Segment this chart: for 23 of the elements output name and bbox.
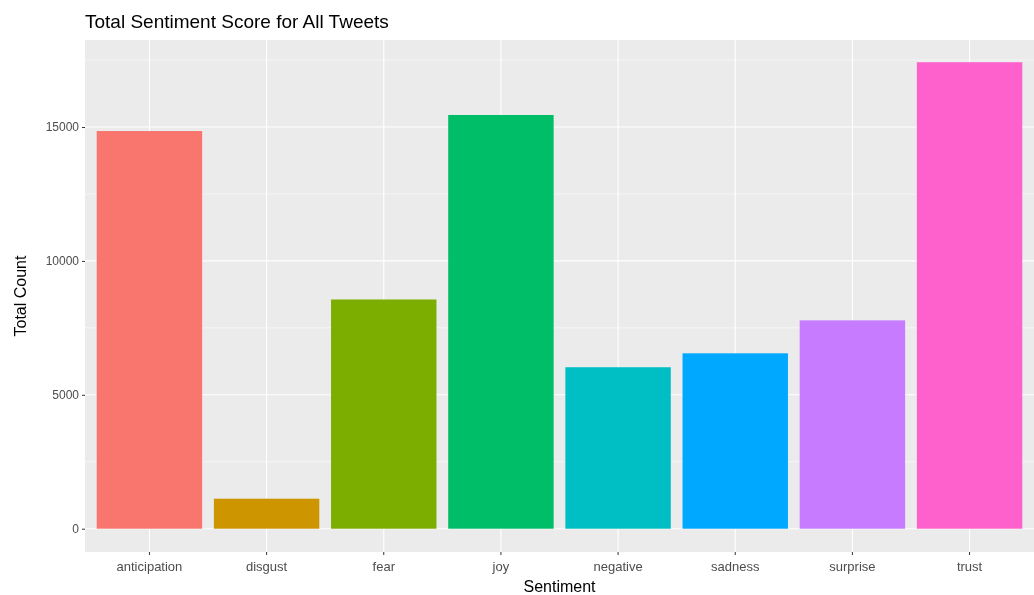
y-tick-label: 0 [72, 522, 80, 537]
bar [799, 320, 906, 529]
bar [96, 131, 203, 529]
bar [682, 353, 788, 529]
y-tick-label: 5000 [52, 388, 80, 403]
x-tick-label: anticipation [116, 559, 183, 574]
x-axis-title: Sentiment [523, 578, 597, 595]
y-axis-title: Total Count [12, 254, 29, 337]
bar [916, 62, 1023, 529]
bar [565, 367, 671, 529]
chart-title: Total Sentiment Score for All Tweets [85, 11, 389, 32]
x-tick-label: joy [491, 559, 510, 574]
x-tick-label: disgust [246, 559, 288, 574]
x-tick-label: surprise [829, 559, 876, 574]
bar [448, 114, 554, 529]
bar [331, 299, 437, 529]
x-tick-label: trust [956, 559, 983, 574]
x-tick-label: sadness [711, 559, 760, 574]
bar [213, 498, 320, 529]
y-tick-label: 15000 [45, 120, 80, 135]
x-tick-label: fear [372, 559, 396, 574]
x-tick-label: negative [593, 559, 643, 574]
y-tick-label: 10000 [45, 254, 80, 269]
